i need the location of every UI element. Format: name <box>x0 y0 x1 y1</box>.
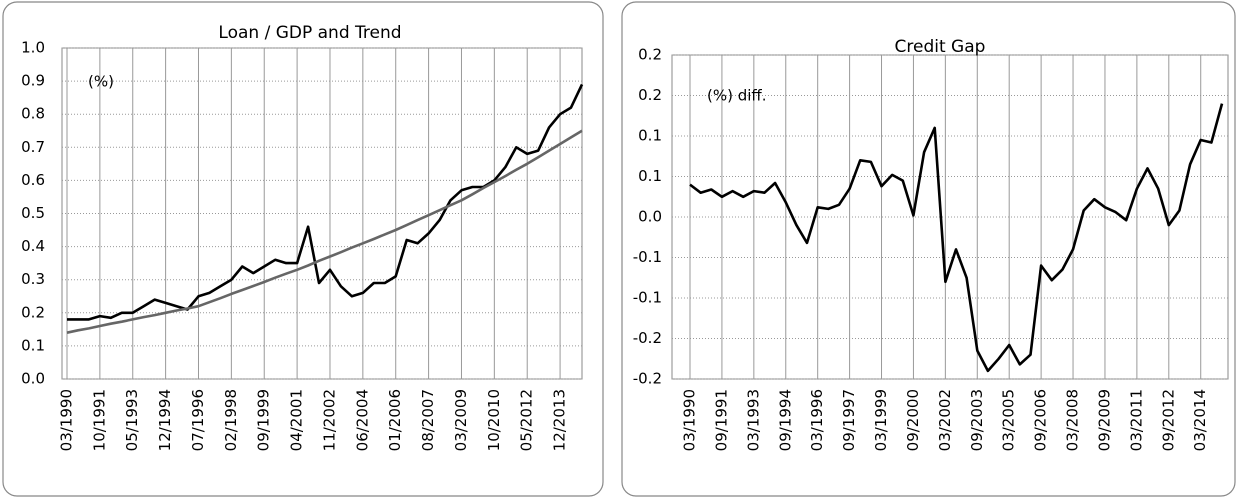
y-tick-label: -0.2 <box>633 370 662 388</box>
x-tick-label: 03/1990 <box>58 389 76 451</box>
x-tick-label: 06/2004 <box>353 389 371 451</box>
x-tick-label: 12/1994 <box>156 389 174 451</box>
y-tick-label: 0.8 <box>21 105 45 123</box>
x-tick-label: 03/1993 <box>744 389 762 451</box>
x-tick-label: 10/2010 <box>485 389 503 451</box>
chart-title: Credit Gap <box>895 37 986 57</box>
x-tick-label: 09/2006 <box>1032 389 1050 451</box>
x-tick-label: 05/1993 <box>123 389 141 451</box>
x-tick-label: 03/2002 <box>936 389 954 451</box>
x-tick-label: 09/1999 <box>255 389 273 451</box>
y-tick-label: -0.1 <box>633 289 662 307</box>
x-tick-label: 02/1998 <box>222 389 240 451</box>
y-tick-label: 0.2 <box>638 46 662 64</box>
data-line <box>66 129 583 334</box>
y-tick-label: 0.7 <box>21 138 45 156</box>
x-tick-label: 09/2009 <box>1095 389 1113 451</box>
y-tick-label: 0.1 <box>638 127 662 145</box>
x-tick-label: 10/1991 <box>90 389 108 451</box>
chart-title: Loan / GDP and Trend <box>218 23 401 43</box>
y-tick-label: 0.6 <box>21 171 45 189</box>
x-tick-label: 09/2003 <box>968 389 986 451</box>
y-tick-label: 0.2 <box>21 303 45 321</box>
y-tick-label: 0.1 <box>638 167 662 185</box>
right-panel <box>621 1 1236 497</box>
x-tick-label: 03/1990 <box>681 389 699 451</box>
x-tick-label: 03/2011 <box>1127 389 1145 451</box>
y-tick-label: 0.5 <box>21 204 45 222</box>
y-tick-label: 0.0 <box>638 208 662 226</box>
left-panel <box>2 1 604 497</box>
y-tick-label: 0.1 <box>21 336 45 354</box>
x-tick-label: 03/2009 <box>452 389 470 451</box>
y-tick-label: 1.0 <box>21 39 45 57</box>
y-tick-label: 0.0 <box>21 370 45 388</box>
x-tick-label: 03/2008 <box>1064 389 1082 451</box>
x-tick-label: 03/1999 <box>872 389 890 451</box>
x-tick-label: 04/2001 <box>288 389 306 451</box>
annotation: (%) <box>88 73 114 91</box>
x-tick-label: 12/2013 <box>551 389 569 451</box>
x-tick-label: 09/1997 <box>840 389 858 451</box>
y-tick-label: 0.4 <box>21 237 45 255</box>
x-tick-label: 03/2005 <box>1000 389 1018 451</box>
annotation: (%) diff. <box>707 87 767 105</box>
y-tick-label: 0.3 <box>21 270 45 288</box>
x-tick-label: 07/1996 <box>189 389 207 451</box>
data-line <box>689 103 1224 373</box>
data-line <box>67 83 584 321</box>
x-tick-label: 09/2012 <box>1159 389 1177 451</box>
x-tick-label: 01/2006 <box>386 389 404 451</box>
y-tick-label: 0.9 <box>21 72 45 90</box>
y-tick-label: -0.2 <box>633 329 662 347</box>
x-tick-label: 05/2012 <box>518 389 536 451</box>
x-tick-label: 09/2000 <box>904 389 922 451</box>
x-tick-label: 08/2007 <box>419 389 437 451</box>
x-tick-label: 03/1996 <box>808 389 826 451</box>
x-tick-label: 09/1994 <box>776 389 794 451</box>
x-tick-label: 11/2002 <box>320 389 338 451</box>
y-tick-label: 0.2 <box>638 86 662 104</box>
y-tick-label: -0.1 <box>633 248 662 266</box>
x-tick-label: 09/1991 <box>712 389 730 451</box>
x-tick-label: 03/2014 <box>1191 389 1209 451</box>
